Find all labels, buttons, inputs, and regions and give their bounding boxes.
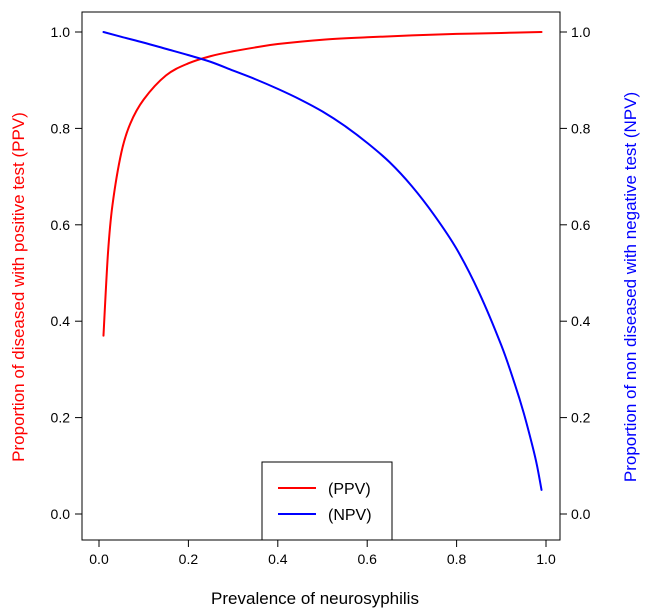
y-tick-label-right: 0.2: [571, 410, 591, 426]
series-line-ppv: [102, 31, 543, 337]
y-tick-label-left: 0.4: [51, 313, 71, 329]
y-tick-label-left: 0.6: [51, 217, 71, 233]
y-tick-label-right: 0.4: [571, 313, 591, 329]
plot-frame: [81, 11, 561, 541]
y-axis-title-right: Proportion of non diseased with negative…: [621, 92, 640, 482]
y-axis-title-left: Proportion of diseased with positive tes…: [9, 112, 28, 462]
x-tick-label: 1.0: [536, 551, 556, 567]
y-tick-label-left: 0.8: [51, 120, 71, 136]
x-tick-label: 0.2: [179, 551, 199, 567]
x-tick-label: 0.4: [268, 551, 288, 567]
y-tick-label-right: 1.0: [571, 24, 591, 40]
y-tick-label-right: 0.6: [571, 217, 591, 233]
series-line-npv: [102, 31, 543, 491]
y-tick-label-left: 0.2: [51, 410, 71, 426]
y-tick-label-right: 0.0: [571, 506, 591, 522]
x-tick-label: 0.8: [447, 551, 467, 567]
y-tick-label-left: 0.0: [51, 506, 71, 522]
legend: (PPV) (NPV): [261, 461, 393, 541]
x-tick-label: 0.0: [89, 551, 109, 567]
legend-label: (NPV): [328, 507, 372, 524]
y-tick-label-left: 1.0: [51, 24, 71, 40]
legend-box: [261, 461, 393, 541]
legend-label: (PPV): [328, 481, 371, 498]
x-axis-title: Prevalence of neurosyphilis: [211, 589, 419, 608]
x-tick-label: 0.6: [357, 551, 377, 567]
y-tick-label-right: 0.8: [571, 120, 591, 136]
